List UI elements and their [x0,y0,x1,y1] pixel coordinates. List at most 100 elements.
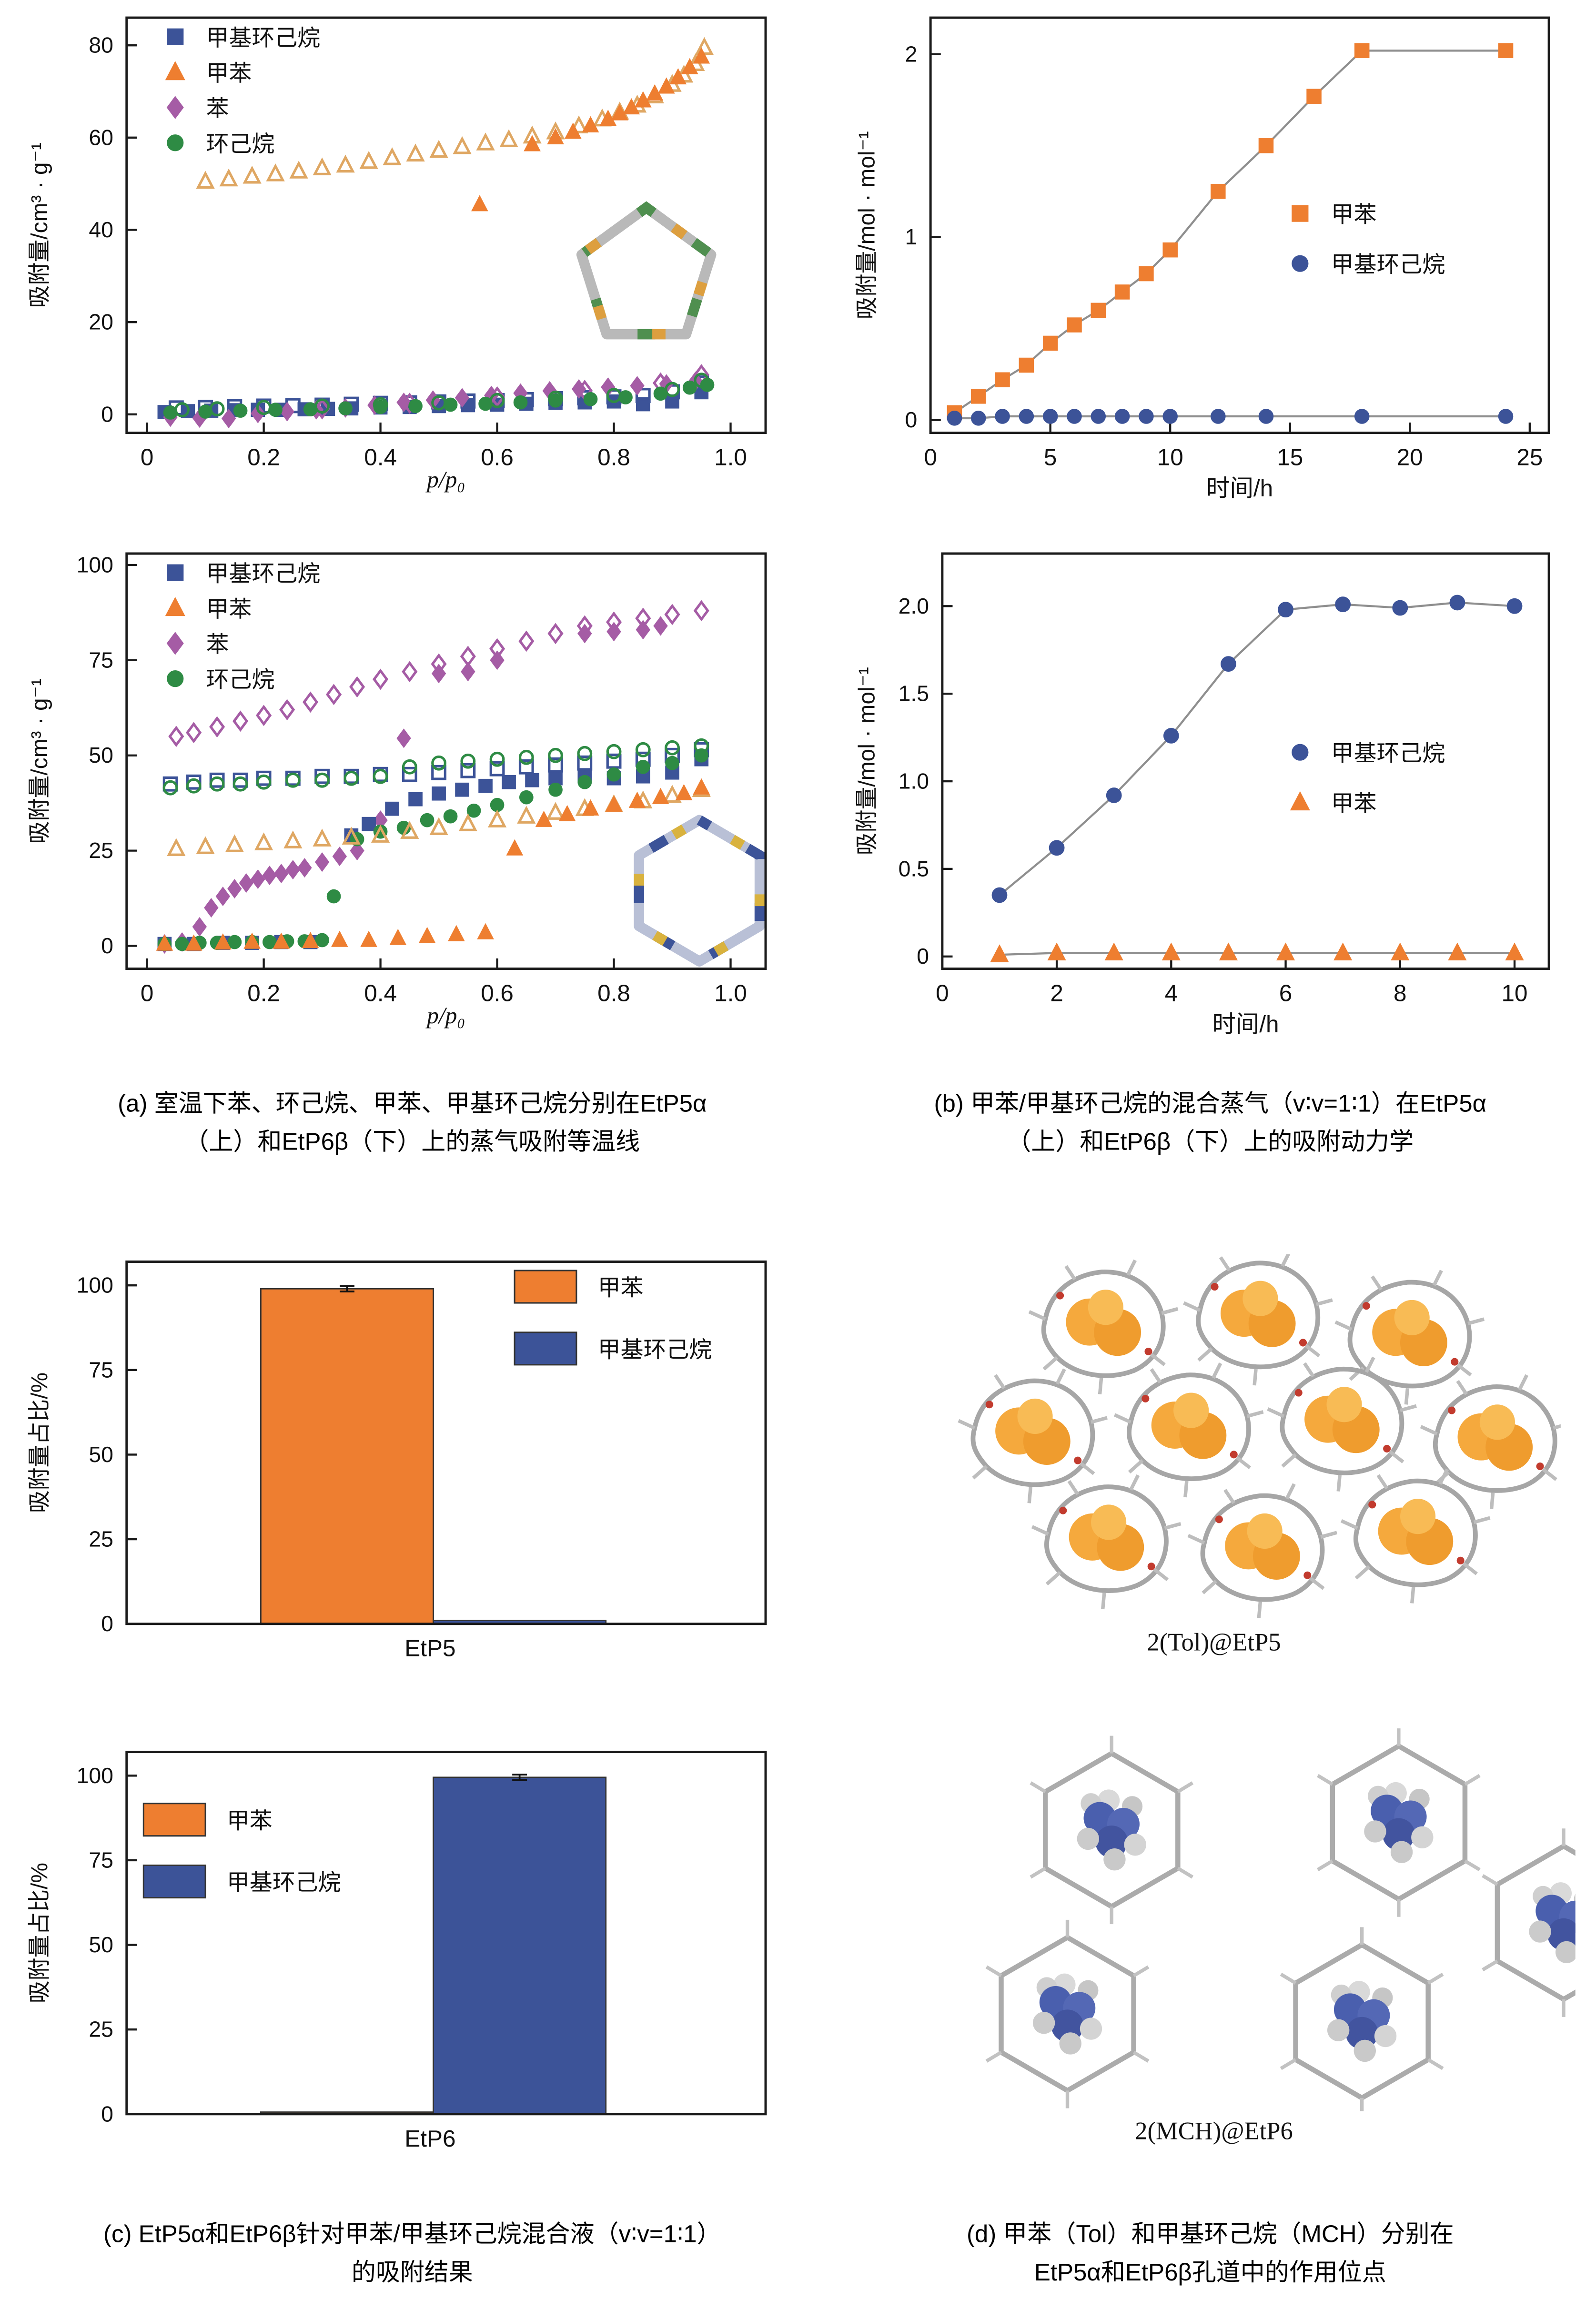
legend-item: 甲基环己烷 [159,556,320,589]
legend-marker-icon [1292,205,1309,222]
legend-marker-icon [1292,255,1309,272]
c1-plot: 0 25 50 75 100 EtP5 [77,1261,767,1662]
svg-text:0.6: 0.6 [481,980,514,1006]
legend-item: 甲基环己烷 [159,20,320,53]
svg-text:75: 75 [89,1357,113,1382]
legend-label: 苯 [206,97,229,122]
svg-text:0: 0 [101,1611,113,1636]
chart-etp5a-isotherms: 吸附量/cm³ · g⁻¹ p/p₀ 甲基环己烷 甲苯苯环己烷 0 20 40 60 80… [12,6,807,533]
legend-c1: 甲苯 甲基环己烷 [512,1268,712,1392]
svg-text:EtP5: EtP5 [404,1635,455,1662]
caption-c-line1: (c) EtP5α和EtP6β针对甲苯/甲基环己烷混合液（v∶v=1∶1） [103,2221,721,2249]
svg-text:5: 5 [1044,444,1057,471]
legend-swatch [142,1803,206,1837]
label-mch-etp6: 2(MCH)@EtP6 [1135,2117,1293,2145]
legend-marker-icon [167,28,184,45]
a2-plot: 0 25 50 75 100 0 0.2 0.4 0.6 0.8 1.0 [77,552,767,1006]
caption-b: (b) 甲苯/甲基环己烷的混合蒸气（v∶v=1∶1）在EtP5α （上）和EtP… [825,1087,1596,1162]
svg-text:25: 25 [89,2017,113,2042]
svg-text:2: 2 [1050,980,1063,1006]
legend-label: 甲苯 [226,1809,273,1835]
svg-text:0.4: 0.4 [364,980,397,1006]
x-axis-label-a1: p/p₀ [427,468,465,494]
svg-text:20: 20 [1397,444,1423,471]
svg-text:0.8: 0.8 [597,980,630,1006]
legend-item: 甲苯 [141,1801,341,1839]
svg-text:4: 4 [1165,980,1178,1006]
caption-c-line2: 的吸附结果 [351,2259,473,2286]
caption-b-line2: （上）和EtP6β（下）上的吸附动力学 [1007,1128,1414,1155]
legend-marker-icon [167,134,184,151]
svg-text:0.8: 0.8 [597,444,630,471]
legend-item: 甲苯 [1284,197,1445,230]
svg-text:50: 50 [89,1442,113,1467]
legend-b1: 甲苯甲基环己烷 [1284,197,1445,297]
legend-marker-icon [165,61,185,81]
svg-text:75: 75 [89,1847,113,1872]
etp5-macrocycle-inset [576,201,717,340]
legend-item: 甲苯 [1284,786,1445,818]
legend-label: 苯 [206,633,229,658]
chart-etp6b-kinetics: 吸附量/mol · mol⁻¹ 时间/h 甲基环己烷 甲苯 0 0.5 1.0 1.5 2… [842,542,1586,1069]
svg-text:8: 8 [1394,980,1407,1006]
svg-text:0: 0 [905,407,918,432]
svg-text:60: 60 [89,125,113,150]
x-axis-label-a2: p/p₀ [427,1004,465,1029]
caption-c: (c) EtP5α和EtP6β针对甲苯/甲基环己烷混合液（v∶v=1∶1） 的吸… [0,2217,825,2292]
legend-label: 甲基环己烷 [206,562,321,588]
svg-text:0: 0 [924,444,937,471]
svg-text:2: 2 [905,41,918,66]
legend-item: 甲基环己烷 [512,1330,712,1368]
chart-etp5a-kinetics: 吸附量/mol · mol⁻¹ 时间/h 甲苯 甲基环己烷 0 1 2 0 5 10 15 20… [842,6,1586,533]
svg-text:0: 0 [141,980,154,1006]
svg-text:25: 25 [89,1527,113,1552]
svg-text:50: 50 [89,743,113,767]
svg-text:20: 20 [89,310,113,334]
legend-swatch [514,1331,577,1366]
caption-d-line1: (d) 甲苯（Tol）和甲基环己烷（MCH）分别在 [966,2221,1454,2249]
svg-text:6: 6 [1279,980,1293,1006]
legend-label: 环己烷 [206,668,275,694]
a1-plot: 0 20 40 60 80 0 0.2 0.4 0.6 0.8 1.0 [89,16,767,471]
svg-text:15: 15 [1277,444,1303,471]
svg-text:2.0: 2.0 [899,594,929,618]
legend-marker-icon [165,596,185,616]
svg-text:10: 10 [1502,980,1528,1006]
legend-item: 环己烷 [159,663,320,695]
legend-label: 甲基环己烷 [1331,253,1445,279]
legend-b2: 甲基环己烷甲苯 [1284,736,1445,836]
legend-item: 甲苯 [159,592,320,624]
legend-marker-icon [166,632,184,655]
svg-text:1: 1 [905,224,918,249]
svg-text:25: 25 [89,838,113,863]
svg-text:0: 0 [141,444,154,471]
caption-a-line2: （上）和EtP6β（下）上的蒸气吸附等温线 [184,1128,640,1155]
legend-marker-icon [167,670,184,687]
svg-text:0.2: 0.2 [247,980,280,1006]
legend-item: 苯 [159,91,320,124]
svg-text:100: 100 [77,1763,113,1788]
svg-text:75: 75 [89,647,113,672]
legend-marker-icon [1290,791,1310,811]
legend-label: 甲苯 [1331,792,1377,817]
svg-text:0.6: 0.6 [481,444,514,471]
legend-a1: 甲基环己烷 甲苯苯环己烷 [159,20,320,162]
legend-label: 环己烷 [206,132,275,158]
svg-text:1.0: 1.0 [714,980,747,1006]
svg-text:100: 100 [77,1273,113,1298]
legend-label: 甲基环己烷 [226,1871,341,1896]
legend-swatch [142,1864,206,1899]
svg-text:0: 0 [101,402,113,426]
svg-text:1.5: 1.5 [899,681,929,706]
legend-item: 甲基环己烷 [1284,736,1445,768]
svg-text:80: 80 [89,33,113,58]
legend-item: 甲苯 [159,56,320,88]
caption-a-line1: (a) 室温下苯、环己烷、甲苯、甲基环己烷分别在EtP5α [118,1090,707,1118]
label-tol-etp5: 2(Tol)@EtP5 [1147,1628,1281,1656]
caption-d-line2: EtP5α和EtP6β孔道中的作用位点 [1034,2259,1386,2286]
b2-plot: 0 0.5 1.0 1.5 2.0 0 2 4 6 8 10 [899,552,1550,1006]
svg-text:0.2: 0.2 [247,444,280,471]
legend-label: 甲苯 [206,597,252,623]
legend-c2: 甲苯 甲基环己烷 [141,1801,341,1925]
legend-marker-icon [1292,744,1309,761]
